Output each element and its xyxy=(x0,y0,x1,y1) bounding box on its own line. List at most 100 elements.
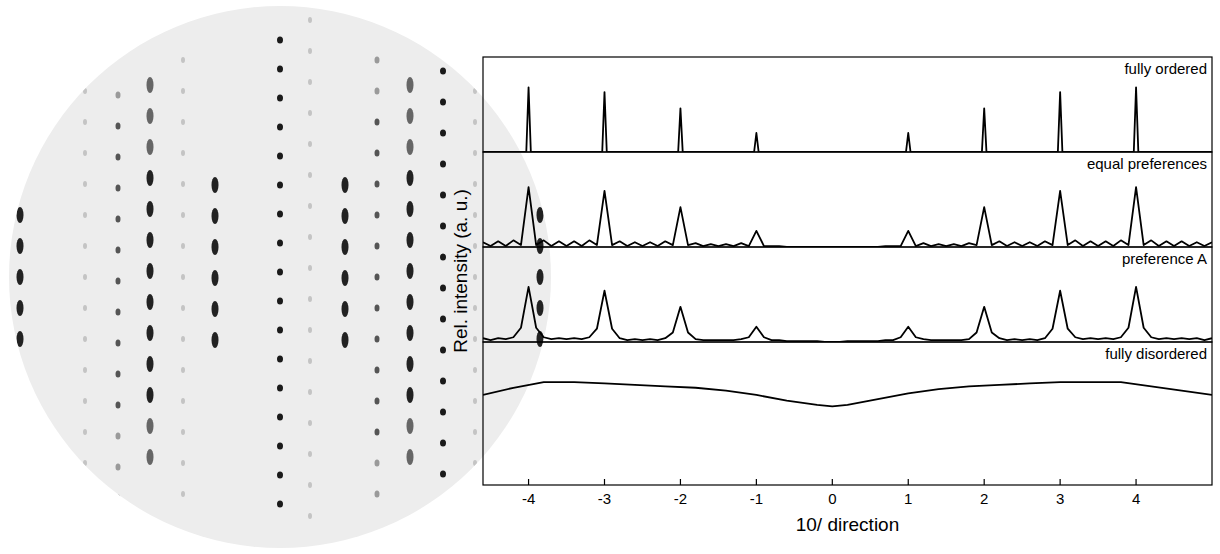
diffraction-spot xyxy=(342,270,349,286)
diffraction-spot xyxy=(375,181,380,188)
diffraction-spot xyxy=(181,150,185,156)
diffraction-spot xyxy=(116,309,121,316)
diffraction-spot xyxy=(212,270,219,286)
diffraction-spot xyxy=(308,172,312,178)
diffraction-spot xyxy=(473,491,477,497)
diffraction-spot xyxy=(83,274,87,280)
diffraction-spot xyxy=(473,181,477,187)
diffraction-spot xyxy=(181,429,185,435)
diffraction-spot xyxy=(375,88,380,95)
diffraction-spot xyxy=(116,526,121,533)
diffraction-spot xyxy=(83,336,87,342)
x-tick-label: 0 xyxy=(828,490,836,507)
diffraction-spot xyxy=(147,356,154,372)
diffraction-spot xyxy=(277,182,283,189)
diffraction-spot xyxy=(342,301,349,317)
diffraction-spot xyxy=(277,298,283,305)
panel-title: fully ordered xyxy=(1124,60,1207,77)
diffraction-spot xyxy=(83,429,87,435)
diffraction-spot xyxy=(308,17,312,23)
diffraction-spot xyxy=(212,301,219,317)
x-tick xyxy=(1060,479,1061,485)
diffraction-spot xyxy=(440,223,446,230)
diffraction-spot xyxy=(277,153,283,160)
diffraction-spot xyxy=(147,294,154,310)
diffraction-spot xyxy=(473,336,477,342)
diffraction-spot xyxy=(407,170,414,186)
diffraction-spot xyxy=(181,305,185,311)
diffraction-spot xyxy=(308,234,312,240)
plot-area xyxy=(483,287,1212,342)
diffraction-spot xyxy=(440,37,446,44)
diffraction-spot xyxy=(308,265,312,271)
diffraction-spot xyxy=(212,239,219,255)
diffraction-spot xyxy=(375,367,380,374)
x-tick-label: -4 xyxy=(522,490,535,507)
diffraction-spot xyxy=(308,296,312,302)
diffraction-spot xyxy=(342,239,349,255)
diffraction-spot xyxy=(83,181,87,187)
diffraction-spot xyxy=(473,150,477,156)
diffraction-spot xyxy=(308,513,312,519)
x-tick-label: 2 xyxy=(980,490,988,507)
panel-frame xyxy=(483,342,1212,485)
diffraction-spot xyxy=(473,429,477,435)
diffraction-spot xyxy=(116,154,121,161)
x-tick xyxy=(604,479,605,485)
diffraction-spot xyxy=(181,57,185,63)
diffraction-background xyxy=(9,6,551,548)
diffraction-spot xyxy=(308,79,312,85)
x-tick-label: 4 xyxy=(1132,490,1140,507)
diffraction-spot xyxy=(83,491,87,497)
diffraction-spot xyxy=(277,501,283,508)
y-axis-title: Rel. intensity (a. u.) xyxy=(450,189,471,353)
diffraction-spot xyxy=(440,471,446,478)
diffraction-spot xyxy=(375,491,380,498)
panel-title: preference A xyxy=(1122,250,1207,267)
x-tick-label: -1 xyxy=(750,490,763,507)
diffraction-spot xyxy=(473,460,477,466)
diffraction-spot xyxy=(407,77,414,93)
diffraction-spot xyxy=(473,274,477,280)
x-tick xyxy=(984,479,985,485)
diffraction-spot xyxy=(181,274,185,280)
x-tick xyxy=(908,479,909,485)
diffraction-spot xyxy=(116,464,121,471)
diffraction-spot xyxy=(277,37,283,44)
diffraction-spot xyxy=(440,254,446,261)
diffraction-spot xyxy=(407,387,414,403)
diffraction-spot xyxy=(407,108,414,124)
diffraction-spot xyxy=(440,378,446,385)
figure: fully ordered equal preferences preference… xyxy=(0,0,1220,554)
diffraction-spot xyxy=(440,440,446,447)
diffraction-spot xyxy=(440,68,446,75)
diffraction-spot xyxy=(83,150,87,156)
panel-frame xyxy=(483,247,1212,342)
diffraction-spot xyxy=(440,285,446,292)
diffraction-spot xyxy=(181,491,185,497)
plot-area xyxy=(483,382,1212,406)
diffraction-spot xyxy=(83,367,87,373)
diffraction-spot xyxy=(116,433,121,440)
x-tick xyxy=(528,479,529,485)
diffraction-spot xyxy=(116,247,121,254)
diffraction-spot xyxy=(308,203,312,209)
x-tick-label: -2 xyxy=(674,490,687,507)
diffraction-spot xyxy=(308,482,312,488)
panel-title: fully disordered xyxy=(1105,345,1207,362)
panel-title: equal preferences xyxy=(1087,155,1207,172)
panel-frame xyxy=(483,152,1212,247)
diffraction-spot xyxy=(407,263,414,279)
diffraction-spot xyxy=(277,327,283,334)
diffraction-spot xyxy=(440,347,446,354)
diffraction-spot xyxy=(473,367,477,373)
diffraction-spot xyxy=(440,502,446,509)
diffraction-spot xyxy=(212,332,219,348)
diffraction-spot xyxy=(116,123,121,130)
diffraction-spot xyxy=(147,201,154,217)
diffraction-spot xyxy=(277,443,283,450)
diffraction-spot xyxy=(17,300,24,316)
diffraction-spot xyxy=(147,232,154,248)
diffraction-pattern xyxy=(17,17,544,554)
intensity-line xyxy=(483,382,1212,406)
